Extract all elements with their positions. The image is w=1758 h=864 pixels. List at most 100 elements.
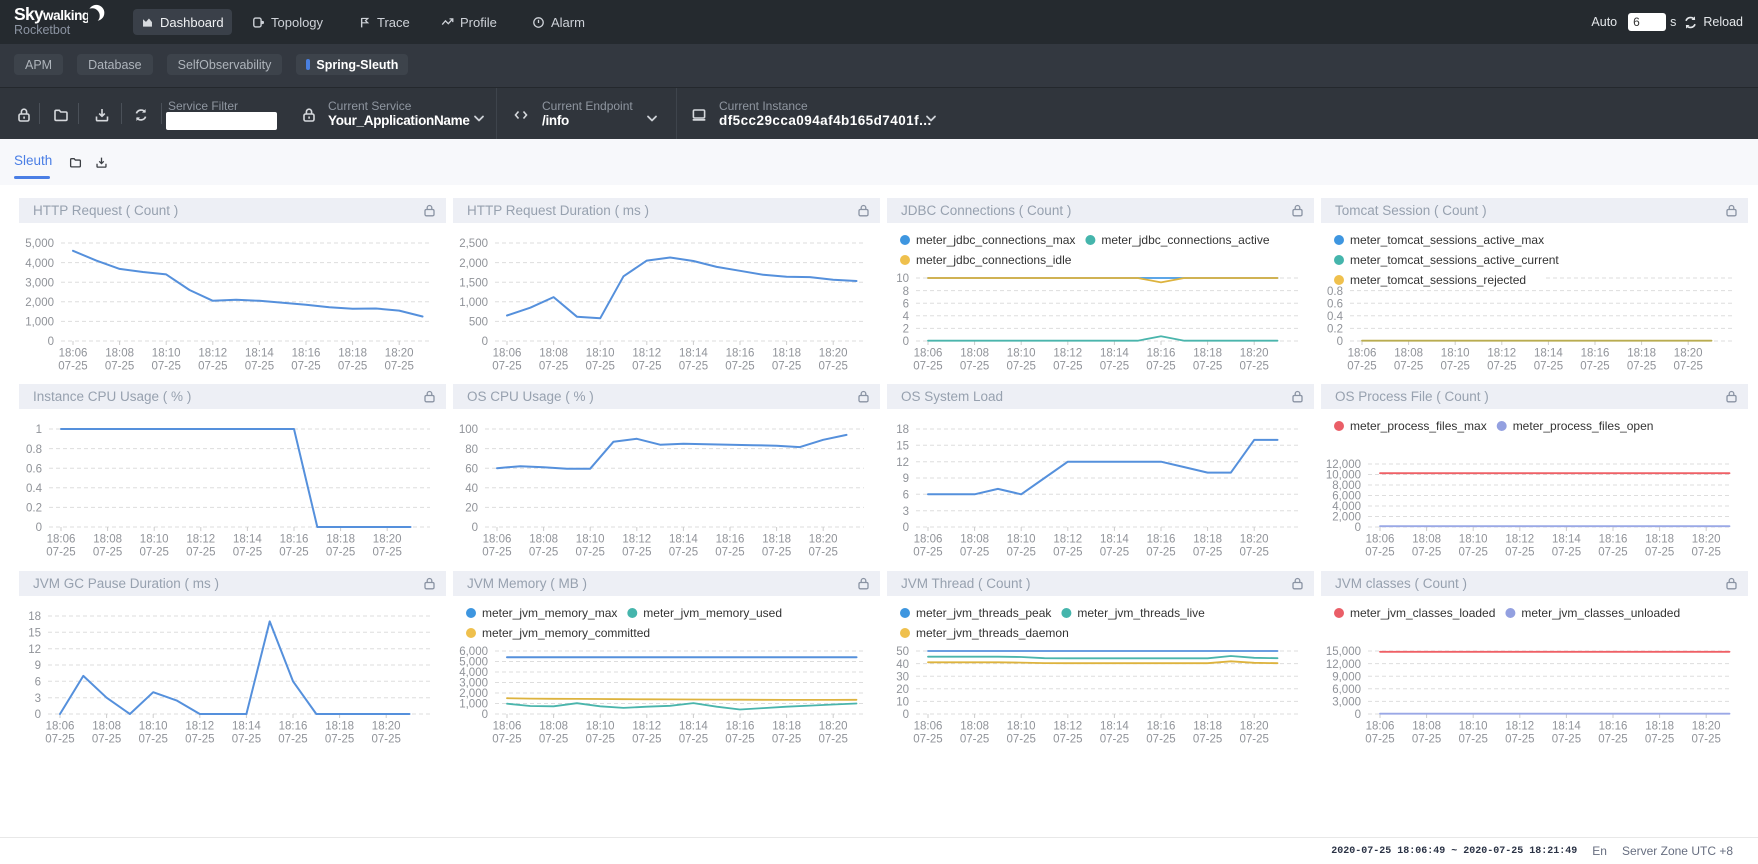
svg-text:18:16: 18:16: [1147, 534, 1176, 546]
svg-text:18:10: 18:10: [576, 534, 605, 546]
svg-text:meter_tomcat_sessions_rejected: meter_tomcat_sessions_rejected: [1350, 273, 1526, 287]
svg-text:meter_jvm_threads_peak: meter_jvm_threads_peak: [916, 606, 1052, 620]
svg-text:07-25: 07-25: [186, 547, 215, 559]
svg-text:18:12: 18:12: [1487, 348, 1516, 360]
svg-text:18:20: 18:20: [809, 534, 838, 546]
svg-text:07-25: 07-25: [679, 361, 708, 373]
svg-text:18:12: 18:12: [186, 534, 215, 546]
svg-text:0.6: 0.6: [1327, 298, 1343, 310]
svg-text:07-25: 07-25: [1146, 547, 1175, 559]
svg-text:18:14: 18:14: [1552, 721, 1581, 733]
svg-text:07-25: 07-25: [539, 734, 568, 746]
svg-text:18:10: 18:10: [139, 721, 168, 733]
svg-text:18:12: 18:12: [1053, 721, 1082, 733]
svg-text:0.2: 0.2: [1327, 324, 1343, 336]
svg-text:07-25: 07-25: [1347, 361, 1376, 373]
svg-text:07-25: 07-25: [492, 361, 521, 373]
svg-text:18:16: 18:16: [1599, 721, 1628, 733]
svg-text:07-25: 07-25: [1394, 361, 1423, 373]
svg-text:meter_tomcat_sessions_active_m: meter_tomcat_sessions_active_max: [1350, 233, 1544, 247]
svg-text:18:16: 18:16: [280, 534, 309, 546]
svg-text:07-25: 07-25: [1006, 361, 1035, 373]
svg-text:18:20: 18:20: [1240, 534, 1269, 546]
svg-text:meter_process_files_open: meter_process_files_open: [1513, 419, 1654, 433]
svg-text:0: 0: [472, 522, 478, 534]
svg-text:18:06: 18:06: [493, 721, 522, 733]
svg-text:18:08: 18:08: [539, 721, 568, 733]
svg-text:18:10: 18:10: [1007, 348, 1036, 360]
svg-text:07-25: 07-25: [818, 361, 847, 373]
svg-text:meter_jdbc_connections_idle: meter_jdbc_connections_idle: [916, 253, 1072, 267]
svg-text:0: 0: [903, 522, 909, 534]
svg-text:meter_jvm_memory_used: meter_jvm_memory_used: [643, 606, 782, 620]
svg-text:meter_tomcat_sessions_active_c: meter_tomcat_sessions_active_current: [1350, 253, 1559, 267]
svg-text:07-25: 07-25: [198, 361, 227, 373]
svg-text:15: 15: [28, 628, 41, 640]
svg-text:18:10: 18:10: [1459, 534, 1488, 546]
svg-text:07-25: 07-25: [1100, 734, 1129, 746]
svg-text:0: 0: [1337, 336, 1343, 348]
svg-text:18:06: 18:06: [47, 534, 76, 546]
svg-text:07-25: 07-25: [384, 361, 413, 373]
svg-text:18:14: 18:14: [669, 534, 698, 546]
svg-text:07-25: 07-25: [325, 734, 354, 746]
svg-text:18:18: 18:18: [1627, 348, 1656, 360]
svg-text:18:08: 18:08: [960, 721, 989, 733]
svg-text:18:18: 18:18: [1645, 721, 1674, 733]
svg-text:3,000: 3,000: [459, 678, 488, 690]
svg-text:9: 9: [35, 660, 41, 672]
svg-text:18:16: 18:16: [279, 721, 308, 733]
svg-text:18:14: 18:14: [1100, 721, 1129, 733]
svg-text:9: 9: [903, 473, 909, 485]
svg-text:80: 80: [465, 444, 478, 456]
svg-text:07-25: 07-25: [1053, 547, 1082, 559]
svg-text:18:10: 18:10: [586, 721, 615, 733]
svg-text:18:10: 18:10: [140, 534, 169, 546]
svg-text:07-25: 07-25: [1673, 361, 1702, 373]
svg-text:18: 18: [896, 424, 909, 436]
svg-text:07-25: 07-25: [1193, 361, 1222, 373]
svg-text:07-25: 07-25: [1598, 734, 1627, 746]
svg-text:meter_jvm_memory_max: meter_jvm_memory_max: [482, 606, 617, 620]
svg-text:4,000: 4,000: [459, 667, 488, 679]
svg-text:07-25: 07-25: [245, 361, 274, 373]
svg-text:07-25: 07-25: [725, 361, 754, 373]
svg-text:18:16: 18:16: [1147, 348, 1176, 360]
svg-text:0.4: 0.4: [26, 483, 43, 495]
svg-text:0: 0: [903, 336, 909, 348]
svg-text:18:20: 18:20: [385, 348, 414, 360]
svg-text:07-25: 07-25: [291, 361, 320, 373]
svg-text:18:16: 18:16: [292, 348, 321, 360]
svg-text:6,000: 6,000: [1332, 684, 1361, 696]
svg-text:18:12: 18:12: [198, 348, 227, 360]
svg-text:07-25: 07-25: [632, 734, 661, 746]
svg-text:18:06: 18:06: [1366, 534, 1395, 546]
svg-text:18:06: 18:06: [493, 348, 522, 360]
svg-text:18:06: 18:06: [914, 534, 943, 546]
svg-text:18:16: 18:16: [1147, 721, 1176, 733]
svg-text:15: 15: [896, 441, 909, 453]
svg-text:18:10: 18:10: [152, 348, 181, 360]
svg-text:07-25: 07-25: [762, 547, 791, 559]
svg-text:6: 6: [903, 298, 909, 310]
svg-text:07-25: 07-25: [960, 361, 989, 373]
svg-text:3,000: 3,000: [25, 277, 54, 289]
svg-text:18:14: 18:14: [679, 721, 708, 733]
svg-text:07-25: 07-25: [1100, 361, 1129, 373]
svg-text:18:20: 18:20: [1692, 721, 1721, 733]
svg-text:10: 10: [896, 697, 909, 709]
svg-text:18:14: 18:14: [233, 534, 262, 546]
svg-text:07-25: 07-25: [632, 361, 661, 373]
svg-text:07-25: 07-25: [1239, 734, 1268, 746]
svg-text:07-25: 07-25: [529, 547, 558, 559]
svg-text:5,000: 5,000: [459, 657, 488, 669]
svg-text:18:10: 18:10: [1459, 721, 1488, 733]
svg-text:07-25: 07-25: [1053, 734, 1082, 746]
svg-text:07-25: 07-25: [1412, 547, 1441, 559]
svg-text:07-25: 07-25: [1487, 361, 1516, 373]
svg-text:07-25: 07-25: [913, 361, 942, 373]
svg-text:40: 40: [896, 659, 909, 671]
svg-text:18:16: 18:16: [1599, 534, 1628, 546]
svg-text:18:20: 18:20: [1692, 534, 1721, 546]
svg-text:6: 6: [903, 490, 909, 502]
